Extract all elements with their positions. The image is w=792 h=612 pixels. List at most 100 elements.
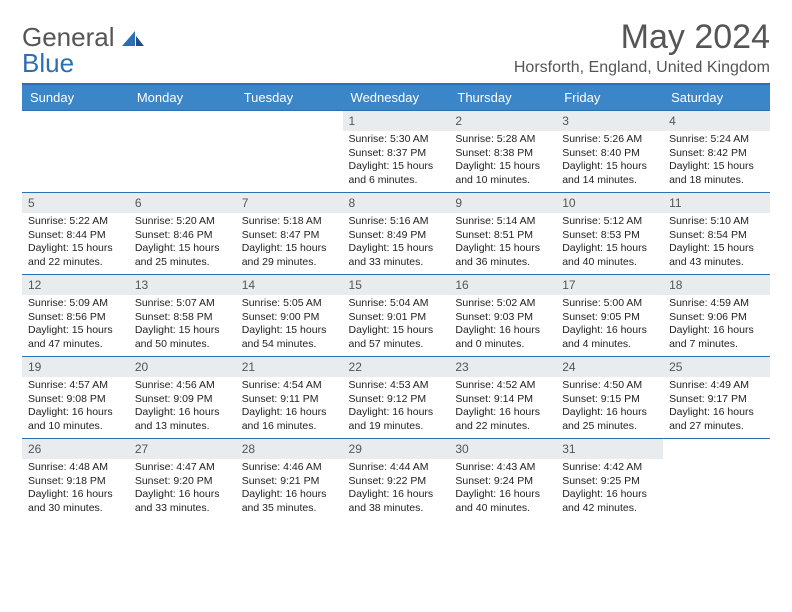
- calendar-cell: [236, 111, 343, 193]
- day-details: Sunrise: 4:47 AMSunset: 9:20 PMDaylight:…: [129, 459, 236, 520]
- day-number: 24: [556, 357, 663, 377]
- weekday-header: Tuesday: [236, 84, 343, 111]
- day-details: Sunrise: 5:26 AMSunset: 8:40 PMDaylight:…: [556, 131, 663, 192]
- calendar-cell: 2Sunrise: 5:28 AMSunset: 8:38 PMDaylight…: [449, 111, 556, 193]
- day-number: 25: [663, 357, 770, 377]
- calendar-cell: 16Sunrise: 5:02 AMSunset: 9:03 PMDayligh…: [449, 275, 556, 357]
- calendar-cell: 26Sunrise: 4:48 AMSunset: 9:18 PMDayligh…: [22, 439, 129, 521]
- calendar-cell: 22Sunrise: 4:53 AMSunset: 9:12 PMDayligh…: [343, 357, 450, 439]
- day-number: 21: [236, 357, 343, 377]
- calendar-cell: 13Sunrise: 5:07 AMSunset: 8:58 PMDayligh…: [129, 275, 236, 357]
- day-number: 11: [663, 193, 770, 213]
- day-number: 8: [343, 193, 450, 213]
- calendar-cell: 17Sunrise: 5:00 AMSunset: 9:05 PMDayligh…: [556, 275, 663, 357]
- day-number: 28: [236, 439, 343, 459]
- calendar-cell: 30Sunrise: 4:43 AMSunset: 9:24 PMDayligh…: [449, 439, 556, 521]
- calendar-cell: 19Sunrise: 4:57 AMSunset: 9:08 PMDayligh…: [22, 357, 129, 439]
- calendar-cell: 23Sunrise: 4:52 AMSunset: 9:14 PMDayligh…: [449, 357, 556, 439]
- day-number: 1: [343, 111, 450, 131]
- calendar-cell: 8Sunrise: 5:16 AMSunset: 8:49 PMDaylight…: [343, 193, 450, 275]
- day-number: 12: [22, 275, 129, 295]
- day-number: 26: [22, 439, 129, 459]
- calendar-cell: 14Sunrise: 5:05 AMSunset: 9:00 PMDayligh…: [236, 275, 343, 357]
- day-number: 20: [129, 357, 236, 377]
- calendar-cell: 15Sunrise: 5:04 AMSunset: 9:01 PMDayligh…: [343, 275, 450, 357]
- day-number: 15: [343, 275, 450, 295]
- calendar-cell: 11Sunrise: 5:10 AMSunset: 8:54 PMDayligh…: [663, 193, 770, 275]
- day-number: 22: [343, 357, 450, 377]
- calendar-cell: 9Sunrise: 5:14 AMSunset: 8:51 PMDaylight…: [449, 193, 556, 275]
- day-details: Sunrise: 5:09 AMSunset: 8:56 PMDaylight:…: [22, 295, 129, 356]
- day-details: Sunrise: 4:57 AMSunset: 9:08 PMDaylight:…: [22, 377, 129, 438]
- weekday-header: Sunday: [22, 84, 129, 111]
- calendar-cell: 12Sunrise: 5:09 AMSunset: 8:56 PMDayligh…: [22, 275, 129, 357]
- header: GeneralBlue May 2024 Horsforth, England,…: [22, 18, 770, 77]
- day-details: Sunrise: 5:22 AMSunset: 8:44 PMDaylight:…: [22, 213, 129, 274]
- day-number: 18: [663, 275, 770, 295]
- day-number: 3: [556, 111, 663, 131]
- day-details: Sunrise: 4:44 AMSunset: 9:22 PMDaylight:…: [343, 459, 450, 520]
- day-number: 10: [556, 193, 663, 213]
- day-details: Sunrise: 4:43 AMSunset: 9:24 PMDaylight:…: [449, 459, 556, 520]
- calendar-cell: 18Sunrise: 4:59 AMSunset: 9:06 PMDayligh…: [663, 275, 770, 357]
- calendar-cell: 10Sunrise: 5:12 AMSunset: 8:53 PMDayligh…: [556, 193, 663, 275]
- calendar-head: SundayMondayTuesdayWednesdayThursdayFrid…: [22, 84, 770, 111]
- day-details: Sunrise: 5:02 AMSunset: 9:03 PMDaylight:…: [449, 295, 556, 356]
- weekday-header: Wednesday: [343, 84, 450, 111]
- weekday-header: Monday: [129, 84, 236, 111]
- title-block: May 2024 Horsforth, England, United King…: [514, 18, 770, 77]
- calendar-cell: [129, 111, 236, 193]
- day-number: 4: [663, 111, 770, 131]
- day-details: Sunrise: 5:05 AMSunset: 9:00 PMDaylight:…: [236, 295, 343, 356]
- calendar-cell: 29Sunrise: 4:44 AMSunset: 9:22 PMDayligh…: [343, 439, 450, 521]
- calendar-cell: 3Sunrise: 5:26 AMSunset: 8:40 PMDaylight…: [556, 111, 663, 193]
- logo: GeneralBlue: [22, 18, 141, 76]
- day-details: Sunrise: 4:42 AMSunset: 9:25 PMDaylight:…: [556, 459, 663, 520]
- day-details: Sunrise: 5:30 AMSunset: 8:37 PMDaylight:…: [343, 131, 450, 192]
- day-details: Sunrise: 5:16 AMSunset: 8:49 PMDaylight:…: [343, 213, 450, 274]
- sail-icon: [122, 24, 144, 54]
- day-number: 2: [449, 111, 556, 131]
- day-details: Sunrise: 4:52 AMSunset: 9:14 PMDaylight:…: [449, 377, 556, 438]
- day-details: Sunrise: 4:46 AMSunset: 9:21 PMDaylight:…: [236, 459, 343, 520]
- day-details: Sunrise: 4:53 AMSunset: 9:12 PMDaylight:…: [343, 377, 450, 438]
- day-details: Sunrise: 5:00 AMSunset: 9:05 PMDaylight:…: [556, 295, 663, 356]
- weekday-header: Friday: [556, 84, 663, 111]
- weekday-header: Thursday: [449, 84, 556, 111]
- day-number: 27: [129, 439, 236, 459]
- calendar-cell: 4Sunrise: 5:24 AMSunset: 8:42 PMDaylight…: [663, 111, 770, 193]
- day-details: Sunrise: 5:18 AMSunset: 8:47 PMDaylight:…: [236, 213, 343, 274]
- day-number: 14: [236, 275, 343, 295]
- calendar-cell: [22, 111, 129, 193]
- month-title: May 2024: [514, 18, 770, 57]
- day-details: Sunrise: 5:20 AMSunset: 8:46 PMDaylight:…: [129, 213, 236, 274]
- day-number: 9: [449, 193, 556, 213]
- calendar-cell: 28Sunrise: 4:46 AMSunset: 9:21 PMDayligh…: [236, 439, 343, 521]
- day-details: Sunrise: 4:54 AMSunset: 9:11 PMDaylight:…: [236, 377, 343, 438]
- calendar-cell: 31Sunrise: 4:42 AMSunset: 9:25 PMDayligh…: [556, 439, 663, 521]
- calendar-cell: 24Sunrise: 4:50 AMSunset: 9:15 PMDayligh…: [556, 357, 663, 439]
- day-number: 7: [236, 193, 343, 213]
- calendar-table: SundayMondayTuesdayWednesdayThursdayFrid…: [22, 83, 770, 521]
- day-details: Sunrise: 5:12 AMSunset: 8:53 PMDaylight:…: [556, 213, 663, 274]
- day-details: Sunrise: 5:04 AMSunset: 9:01 PMDaylight:…: [343, 295, 450, 356]
- day-number: 17: [556, 275, 663, 295]
- day-details: Sunrise: 4:49 AMSunset: 9:17 PMDaylight:…: [663, 377, 770, 438]
- calendar-cell: 1Sunrise: 5:30 AMSunset: 8:37 PMDaylight…: [343, 111, 450, 193]
- day-number: 31: [556, 439, 663, 459]
- weekday-header: Saturday: [663, 84, 770, 111]
- calendar-cell: 20Sunrise: 4:56 AMSunset: 9:09 PMDayligh…: [129, 357, 236, 439]
- day-number: 19: [22, 357, 129, 377]
- day-number: 16: [449, 275, 556, 295]
- calendar-cell: 5Sunrise: 5:22 AMSunset: 8:44 PMDaylight…: [22, 193, 129, 275]
- day-details: Sunrise: 4:48 AMSunset: 9:18 PMDaylight:…: [22, 459, 129, 520]
- calendar-cell: 25Sunrise: 4:49 AMSunset: 9:17 PMDayligh…: [663, 357, 770, 439]
- day-details: Sunrise: 5:28 AMSunset: 8:38 PMDaylight:…: [449, 131, 556, 192]
- calendar-cell: 6Sunrise: 5:20 AMSunset: 8:46 PMDaylight…: [129, 193, 236, 275]
- day-details: Sunrise: 5:10 AMSunset: 8:54 PMDaylight:…: [663, 213, 770, 274]
- day-number: 23: [449, 357, 556, 377]
- day-number: 6: [129, 193, 236, 213]
- day-number: 5: [22, 193, 129, 213]
- calendar-cell: [663, 439, 770, 521]
- calendar-cell: 27Sunrise: 4:47 AMSunset: 9:20 PMDayligh…: [129, 439, 236, 521]
